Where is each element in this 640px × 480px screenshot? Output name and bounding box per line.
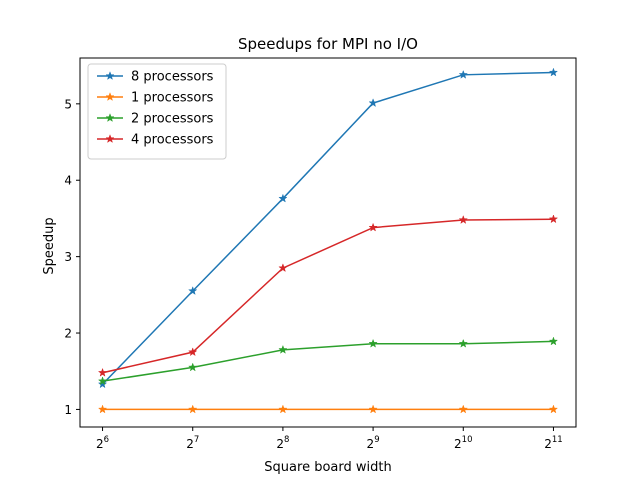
series-line: [102, 340, 554, 382]
legend-swatch-marker: [105, 113, 115, 123]
data-point: [548, 214, 559, 224]
x-tick-base: 2: [96, 437, 104, 451]
legend-item-1: 1 processors: [97, 91, 214, 106]
data-point: [368, 338, 378, 348]
series-0: [97, 67, 559, 389]
x-axis-ticks: 26 27 28 29 210 211: [96, 427, 563, 451]
y-tick-label: 4: [64, 174, 72, 188]
x-tick-exponent: 10: [462, 435, 473, 445]
x-tick-label: 211: [544, 435, 562, 451]
data-point: [188, 286, 198, 296]
series-layer: [97, 67, 559, 414]
data-point: [97, 404, 108, 414]
y-axis-ticks: 1 2 3 4 5: [64, 97, 80, 417]
data-point: [458, 338, 468, 348]
legend-item-3: 4 processors: [97, 133, 214, 148]
legend-box: [87, 63, 227, 160]
series-3: [97, 214, 559, 377]
x-tick-label: 27: [186, 435, 199, 451]
x-tick-exponent: 9: [374, 435, 379, 445]
x-tick-label: 29: [367, 435, 380, 451]
legend: 8 processors 1 processors 2 processors 4 pr…: [87, 63, 227, 160]
series-1: [97, 404, 559, 414]
data-point: [188, 404, 198, 414]
y-tick-label: 5: [64, 97, 72, 111]
data-point: [548, 336, 559, 346]
series-line: [102, 71, 554, 385]
data-point: [97, 376, 108, 386]
y-axis-label: Speedup: [42, 217, 57, 274]
data-point: [97, 379, 108, 389]
data-point: [368, 222, 378, 232]
legend-item-2: 2 processors: [97, 112, 214, 127]
data-point: [548, 67, 559, 77]
series-line: [102, 218, 554, 374]
data-point: [278, 263, 288, 273]
legend-item-0: 8 processors: [97, 70, 214, 85]
x-tick-exponent: 7: [194, 435, 199, 445]
x-tick-label: 210: [454, 435, 472, 451]
x-tick-label: 26: [96, 435, 109, 451]
x-tick-base: 2: [276, 437, 284, 451]
x-tick-label: 28: [276, 435, 289, 451]
data-point: [368, 404, 378, 414]
data-point: [368, 98, 378, 108]
legend-swatch-marker: [105, 71, 115, 81]
data-point: [97, 367, 108, 377]
data-point: [458, 69, 468, 79]
x-axis-label: Square board width: [264, 460, 391, 475]
legend-swatch-marker: [105, 134, 115, 144]
data-point: [278, 193, 288, 203]
y-tick-label: 1: [64, 403, 72, 417]
x-tick-base: 2: [367, 437, 375, 451]
axes-border: [79, 57, 577, 428]
x-tick-base: 2: [454, 437, 462, 451]
chart-title: Speedups for MPI no I/O: [238, 35, 418, 53]
legend-swatch-marker: [105, 92, 115, 102]
legend-label: 4 processors: [131, 133, 214, 148]
x-tick-exponent: 6: [104, 435, 109, 445]
legend-label: 1 processors: [131, 91, 214, 106]
axes-frame: [79, 57, 577, 428]
data-point: [188, 347, 198, 357]
x-tick-exponent: 8: [284, 435, 289, 445]
data-point: [278, 404, 288, 414]
y-tick-label: 3: [64, 250, 72, 264]
y-tick-label: 2: [64, 327, 72, 341]
x-tick-base: 2: [544, 437, 552, 451]
data-point: [188, 362, 198, 372]
data-point: [548, 404, 559, 414]
data-point: [278, 344, 288, 354]
legend-label: 8 processors: [131, 70, 214, 85]
x-tick-exponent: 11: [552, 435, 563, 445]
x-tick-base: 2: [186, 437, 194, 451]
series-2: [97, 336, 559, 386]
data-point: [458, 215, 468, 224]
legend-label: 2 processors: [131, 112, 214, 127]
data-point: [458, 404, 468, 414]
